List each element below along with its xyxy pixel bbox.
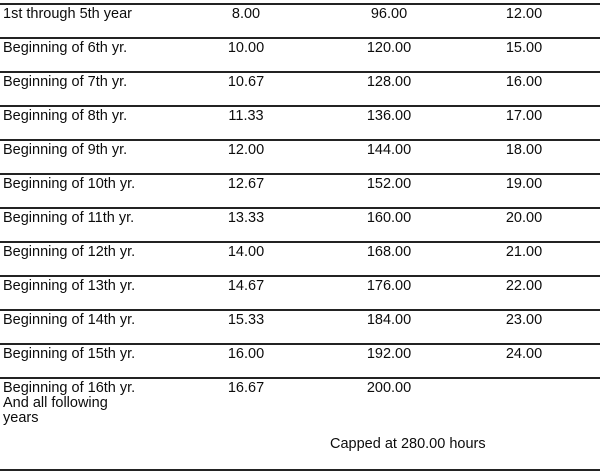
row-spacer	[572, 311, 600, 313]
row-spacer	[572, 107, 600, 109]
row-spacer	[572, 175, 600, 177]
row-period-label-line: And all following	[3, 395, 108, 411]
row-value-col4: 16.00	[505, 74, 543, 90]
row-period-label: Beginning of 9th yr.	[3, 142, 128, 158]
row-period-label: 1st through 5th year	[3, 6, 132, 22]
row-value-col3: 200.00	[366, 380, 412, 396]
row-value-col3: 144.00	[366, 142, 412, 158]
table-row: Beginning of 15th yr. 16.00 192.00 24.00	[0, 343, 600, 377]
row-spacer	[572, 243, 600, 245]
row-value-col3: 128.00	[366, 74, 412, 90]
table-row: Beginning of 7th yr. 10.67 128.00 16.00	[0, 71, 600, 105]
row-period-label-line: years	[3, 410, 39, 426]
row-value-col3: 96.00	[370, 6, 408, 22]
table-row: Beginning of 13th yr. 14.67 176.00 22.00	[0, 275, 600, 309]
row-period-label: Beginning of 10th yr.	[3, 176, 136, 192]
row-value-col4: 22.00	[505, 278, 543, 294]
row-value-col2: 16.67	[227, 380, 265, 396]
capped-note: Capped at 280.00 hours	[330, 436, 486, 452]
row-value-col2: 13.33	[227, 210, 265, 226]
row-period-label: Beginning of 6th yr.	[3, 40, 128, 56]
row-value-col2: 11.33	[228, 108, 264, 124]
table-row: Beginning of 8th yr. 11.33 136.00 17.00	[0, 105, 600, 139]
row-spacer	[572, 379, 600, 381]
row-value-col2: 8.00	[231, 6, 261, 22]
row-spacer	[572, 345, 600, 347]
row-value-col4: 19.00	[505, 176, 543, 192]
row-value-col3: 176.00	[366, 278, 412, 294]
row-period-label: Beginning of 12th yr.	[3, 244, 136, 260]
row-spacer	[572, 73, 600, 75]
row-value-col4: 21.00	[505, 244, 543, 260]
row-spacer	[572, 277, 600, 279]
row-spacer	[572, 39, 600, 41]
row-value-col2: 10.00	[227, 40, 265, 56]
row-value-col4: 12.00	[505, 6, 543, 22]
table-row: Beginning of 11th yr. 13.33 160.00 20.00	[0, 207, 600, 241]
row-value-col2: 14.00	[227, 244, 265, 260]
row-value-col4: 18.00	[505, 142, 543, 158]
table-row: 1st through 5th year 8.00 96.00 12.00	[0, 3, 600, 37]
row-value-col4: 15.00	[505, 40, 543, 56]
row-value-col2: 12.67	[227, 176, 265, 192]
row-value-col2: 15.33	[227, 312, 265, 328]
accrual-table: 1st through 5th year 8.00 96.00 12.00 Be…	[0, 3, 600, 471]
row-period-label: Beginning of 14th yr.	[3, 312, 136, 328]
row-value-col4: 17.00	[505, 108, 543, 124]
row-period-label: Beginning of 15th yr.	[3, 346, 136, 362]
table-row: Beginning of 14th yr. 15.33 184.00 23.00	[0, 309, 600, 343]
table-row: Beginning of 16th yr. And all following ye…	[0, 377, 600, 471]
row-value-col3: 168.00	[366, 244, 412, 260]
row-value-col4: 24.00	[505, 346, 543, 362]
row-value-col2: 12.00	[227, 142, 265, 158]
row-value-col3: 136.00	[366, 108, 412, 124]
row-period-label: Beginning of 7th yr.	[3, 74, 128, 90]
row-value-col4	[476, 379, 572, 381]
row-value-col3: 120.00	[366, 40, 412, 56]
row-value-col2: 14.67	[227, 278, 265, 294]
row-value-col3: 184.00	[366, 312, 412, 328]
row-value-col3: 192.00	[366, 346, 412, 362]
row-spacer	[572, 141, 600, 143]
table-row: Beginning of 6th yr. 10.00 120.00 15.00	[0, 37, 600, 71]
row-value-col2: 10.67	[227, 74, 265, 90]
table-row: Beginning of 9th yr. 12.00 144.00 18.00	[0, 139, 600, 173]
row-spacer	[572, 209, 600, 211]
table-row: Beginning of 10th yr. 12.67 152.00 19.00	[0, 173, 600, 207]
row-period-label-line: Beginning of 16th yr.	[3, 380, 136, 396]
row-period-label: Beginning of 8th yr.	[3, 108, 128, 124]
row-value-col3: 160.00	[366, 210, 412, 226]
row-value-col4: 20.00	[505, 210, 543, 226]
row-spacer	[572, 5, 600, 7]
row-period-label: Beginning of 16th yr. And all following ye…	[0, 379, 190, 426]
row-period-label: Beginning of 11th yr.	[3, 210, 135, 226]
row-value-col3: 152.00	[366, 176, 412, 192]
row-value-col2: 16.00	[227, 346, 265, 362]
row-value-col4: 23.00	[505, 312, 543, 328]
row-period-label: Beginning of 13th yr.	[3, 278, 136, 294]
table-row: Beginning of 12th yr. 14.00 168.00 21.00	[0, 241, 600, 275]
